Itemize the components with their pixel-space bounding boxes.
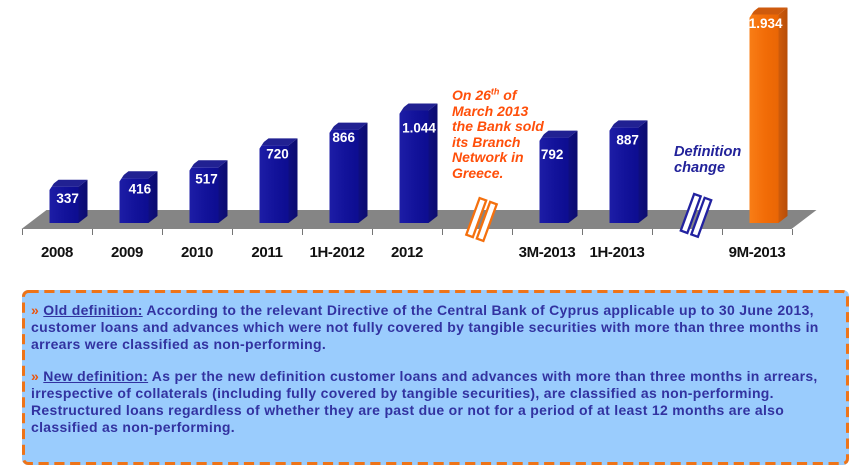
- svg-text:1.934: 1.934: [749, 16, 783, 31]
- svg-text:887: 887: [616, 133, 639, 148]
- svg-text:2012: 2012: [391, 244, 423, 261]
- svg-text:3M-2013: 3M-2013: [519, 244, 576, 261]
- svg-text:2010: 2010: [181, 244, 213, 261]
- svg-text:416: 416: [129, 181, 152, 196]
- svg-text:866: 866: [332, 130, 355, 145]
- svg-text:720: 720: [266, 146, 289, 161]
- svg-text:2008: 2008: [41, 244, 73, 261]
- svg-text:337: 337: [56, 191, 79, 206]
- svg-text:2009: 2009: [111, 244, 143, 261]
- svg-text:517: 517: [195, 171, 218, 186]
- svg-text:2011: 2011: [251, 244, 282, 261]
- svg-text:1H-2012: 1H-2012: [309, 244, 364, 261]
- svg-text:1H-2013: 1H-2013: [589, 244, 644, 261]
- svg-text:1.044: 1.044: [402, 121, 436, 136]
- svg-text:792: 792: [541, 147, 564, 162]
- svg-text:9M-2013: 9M-2013: [729, 244, 786, 261]
